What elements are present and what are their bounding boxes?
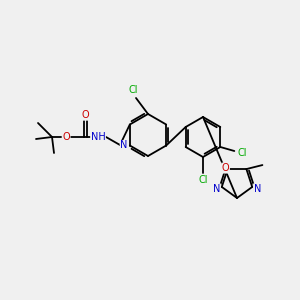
Text: NH: NH [91, 132, 105, 142]
Text: N: N [213, 184, 220, 194]
Text: O: O [62, 132, 70, 142]
Text: Cl: Cl [198, 175, 208, 185]
Text: O: O [81, 110, 89, 120]
Text: Cl: Cl [128, 85, 138, 95]
Text: O: O [222, 163, 230, 173]
Text: N: N [254, 184, 261, 194]
Text: Cl: Cl [238, 148, 247, 158]
Text: N: N [120, 140, 127, 151]
